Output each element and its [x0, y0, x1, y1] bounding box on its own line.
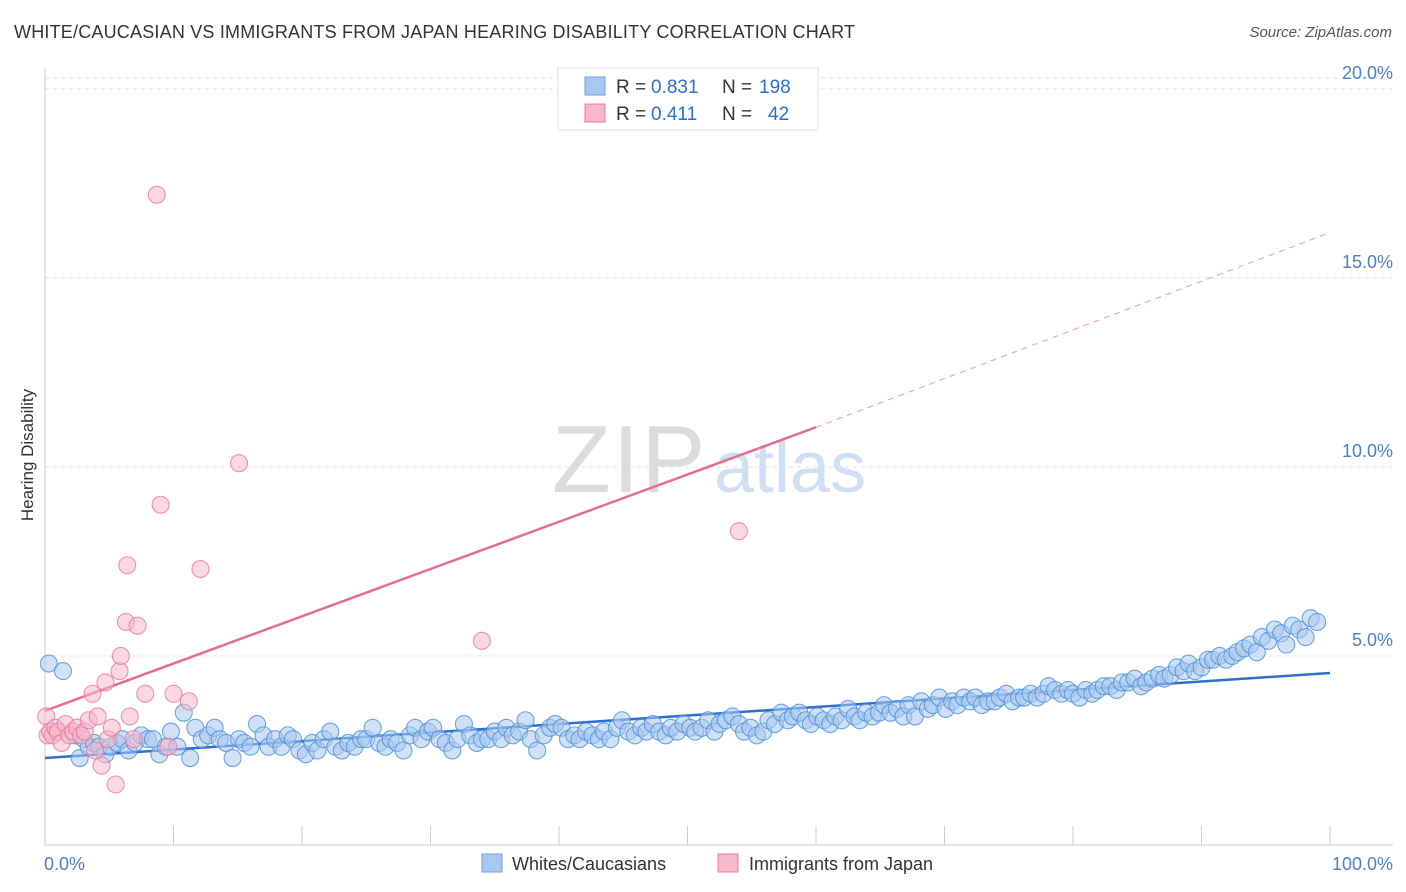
- data-point: [39, 654, 58, 673]
- data-point: [1308, 612, 1327, 632]
- legend-series: Whites/Caucasians Immigrants from Japan: [481, 853, 933, 874]
- legend-bottom-label-whites: Whites/Caucasians: [512, 854, 666, 874]
- x-tick-label: 0.0%: [44, 854, 85, 874]
- data-point: [136, 684, 155, 703]
- data-point: [181, 748, 200, 768]
- data-point: [92, 756, 111, 775]
- data-point: [528, 741, 547, 760]
- legend-bottom-swatch-whites: [481, 853, 503, 873]
- data-point: [472, 631, 491, 650]
- legend-r-value-whites: 0.831: [651, 77, 699, 98]
- legend-bottom-swatch-japan: [717, 853, 739, 873]
- data-point: [164, 684, 183, 703]
- legend-r-label-japan: R =: [616, 104, 646, 125]
- data-point: [151, 495, 170, 514]
- series-japan: [37, 185, 748, 794]
- legend-n-label-japan: N =: [722, 104, 752, 125]
- data-point: [191, 559, 210, 579]
- data-point: [88, 707, 107, 726]
- data-point: [363, 718, 382, 737]
- legend-swatch-japan: [584, 103, 606, 123]
- data-point: [118, 556, 137, 575]
- x-tick-label: 100.0%: [1332, 854, 1393, 874]
- series-whites: [39, 609, 1327, 768]
- data-point: [106, 775, 125, 794]
- watermark-atlas: atlas: [714, 428, 866, 508]
- chart-title: WHITE/CAUCASIAN VS IMMIGRANTS FROM JAPAN…: [14, 22, 856, 42]
- data-point: [241, 737, 260, 756]
- data-point: [179, 692, 198, 711]
- data-point: [159, 737, 178, 756]
- legend-n-label-whites: N =: [722, 77, 752, 98]
- y-tick-label: 5.0%: [1352, 630, 1393, 650]
- y-tick-label: 15.0%: [1342, 252, 1393, 272]
- legend-stats: R = 0.831 N = 198 R = 0.411 N = 42: [557, 67, 819, 131]
- legend-n-value-whites: 198: [759, 77, 791, 98]
- data-point: [124, 730, 143, 749]
- trend-line-japan: [44, 426, 817, 712]
- data-point: [110, 662, 129, 681]
- data-point: [223, 748, 242, 768]
- y-tick-label: 10.0%: [1342, 441, 1393, 461]
- legend-bottom-label-japan: Immigrants from Japan: [749, 854, 933, 874]
- y-tick-label: 20.0%: [1342, 63, 1393, 83]
- data-point: [394, 741, 413, 760]
- data-point: [96, 673, 115, 692]
- data-point: [120, 707, 139, 726]
- legend-swatch-whites: [584, 76, 606, 96]
- data-point: [83, 684, 102, 703]
- data-point: [1296, 628, 1315, 647]
- legend-n-value-japan: 42: [768, 104, 789, 125]
- chart-source: Source: ZipAtlas.com: [1249, 24, 1392, 41]
- legend-r-value-japan: 0.411: [651, 104, 697, 125]
- data-point: [516, 711, 535, 730]
- data-points: [37, 185, 1327, 794]
- data-point: [147, 185, 166, 204]
- watermark: ZIP atlas: [552, 406, 866, 513]
- grid: [45, 77, 1393, 657]
- legend-r-label-whites: R =: [616, 77, 646, 98]
- data-point: [53, 662, 73, 681]
- y-axis-label: Hearing Disability: [18, 388, 37, 521]
- data-point: [1277, 635, 1296, 654]
- data-point: [729, 522, 748, 541]
- data-point: [128, 616, 147, 635]
- data-point: [86, 741, 105, 760]
- data-point: [321, 722, 340, 741]
- trend-line-extension-japan: [815, 231, 1331, 428]
- axes: 5.0% 10.0% 15.0% 20.0% 0.0% 100.0%: [44, 63, 1393, 874]
- data-point: [229, 454, 249, 473]
- data-point: [161, 722, 180, 741]
- data-point: [102, 718, 121, 737]
- data-point: [111, 646, 130, 666]
